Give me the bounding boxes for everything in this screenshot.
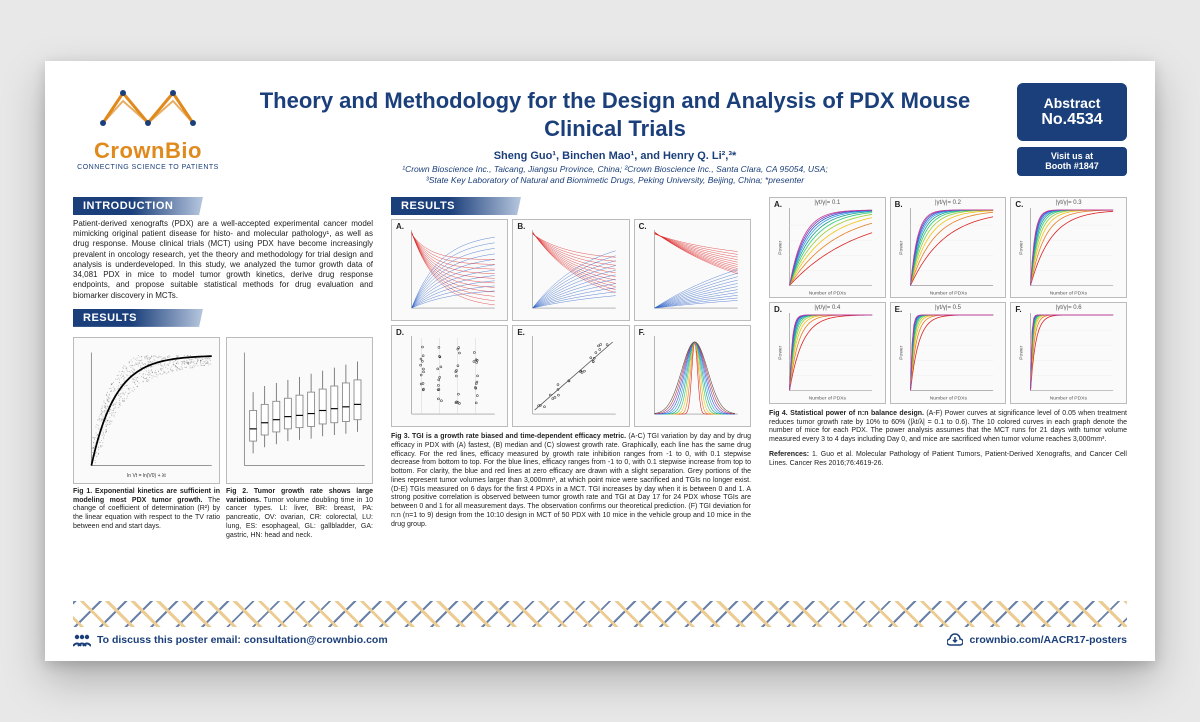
panel-label: B. [517, 222, 525, 231]
title-block: Theory and Methodology for the Design an… [241, 83, 989, 185]
references-label: References: [769, 451, 809, 458]
abstract-label: Abstract [1044, 95, 1101, 111]
fig3-caption-rest: (A-C) TGI variation by day and by drug e… [391, 433, 751, 528]
logo-tagline: CONNECTING SCIENCE TO PATIENTS [73, 164, 223, 171]
fig3-panel-e: E. [512, 325, 629, 427]
fig1-caption: Fig 1. Exponential kinetics are sufficie… [73, 488, 220, 541]
column-middle: RESULTS A. B. C. D. E. F. Fig 3. TGI is … [391, 197, 751, 593]
fig3-bottom-panels: D. E. F. [391, 325, 751, 427]
poster-body: INTRODUCTION Patient-derived xenografts … [73, 197, 1127, 593]
panel-label: D. [396, 328, 404, 337]
fig1-caption-bold: Fig 1. Exponential kinetics are sufficie… [73, 488, 220, 504]
fig4-caption: Fig 4. Statistical power of n:n balance … [769, 410, 1127, 445]
booth-badge: Visit us at Booth #1847 [1017, 147, 1127, 176]
svg-text:Power: Power [898, 346, 904, 360]
fig1-axis-formula: ln Vt = ln(V0) + λt [74, 473, 219, 479]
svg-text:Power: Power [1019, 240, 1025, 254]
footer-left: To discuss this poster email: consultati… [73, 633, 388, 647]
fig3-panel-f: F. [634, 325, 751, 427]
column-left: INTRODUCTION Patient-derived xenografts … [73, 197, 373, 593]
panel-label: E. [517, 328, 525, 337]
fig4-caption-bold: Fig 4. Statistical power of n:n balance … [769, 410, 924, 417]
fig2-caption: Fig 2. Tumor growth rate shows large var… [226, 488, 373, 541]
fig4-panel-d: D.|γt/γ|= 0.4Number of PDXsPower [769, 302, 886, 403]
svg-text:Number of PDXs: Number of PDXs [929, 290, 967, 296]
fig3-panel-c: C. [634, 219, 751, 321]
fig4-panel-c: C.|γt/γ|= 0.3Number of PDXsPower [1010, 197, 1127, 298]
fig4-bottom-panels: D.|γt/γ|= 0.4Number of PDXsPower E.|γt/γ… [769, 302, 1127, 403]
fig3-top-panels: A. B. C. [391, 219, 751, 321]
panel-label: D. [774, 305, 782, 314]
intro-text: Patient-derived xenografts (PDX) are a w… [73, 219, 373, 301]
panel-label: A. [396, 222, 404, 231]
panel-label: C. [639, 222, 647, 231]
section-header-results-2: RESULTS [391, 197, 521, 215]
abstract-number: No.4534 [1041, 111, 1102, 129]
svg-text:Number of PDXs: Number of PDXs [809, 396, 847, 402]
footer-url: crownbio.com/AACR17-posters [969, 634, 1127, 646]
logo-name: CrownBio [73, 138, 223, 164]
fig4-top-panels: A.|γt/γ|= 0.1Number of PDXsPower B.|γt/γ… [769, 197, 1127, 298]
fig3-panel-d: D. [391, 325, 508, 427]
references: References: 1. Guo et al. Molecular Path… [769, 451, 1127, 469]
decorative-border [73, 601, 1127, 627]
fig4-panel-e: E.|γt/γ|= 0.5Number of PDXsPower [890, 302, 1007, 403]
authors: Sheng Guo¹, Binchen Mao¹, and Henry Q. L… [241, 150, 989, 162]
fig4-panel-b: B.|γt/γ|= 0.2Number of PDXsPower [890, 197, 1007, 298]
footer-email: To discuss this poster email: consultati… [97, 634, 388, 646]
panel-label: F. [1015, 305, 1021, 314]
affiliations: ¹Crown Bioscience Inc., Taicang, Jiangsu… [241, 164, 989, 185]
svg-text:Number of PDXs: Number of PDXs [929, 396, 967, 402]
svg-text:Number of PDXs: Number of PDXs [1050, 290, 1088, 296]
fig1-fig2-row: ln Vt = ln(V0) + λt [73, 337, 373, 484]
fig3-panel-a: A. [391, 219, 508, 321]
poster-footer: To discuss this poster email: consultati… [73, 633, 1127, 647]
fig2-panel [226, 337, 373, 484]
crownbio-logo-icon [98, 83, 198, 129]
references-text: 1. Guo et al. Molecular Pathology of Pat… [769, 451, 1127, 467]
svg-text:Power: Power [898, 240, 904, 254]
people-icon [73, 633, 91, 647]
abstract-badge: Abstract No.4534 [1017, 83, 1127, 141]
fig3-caption-bold: Fig 3. TGI is a growth rate biased and t… [391, 433, 626, 440]
panel-label: C. [1015, 200, 1023, 209]
fig3-caption: Fig 3. TGI is a growth rate biased and t… [391, 433, 751, 529]
download-icon [947, 633, 963, 647]
panel-label: E. [895, 305, 903, 314]
svg-text:Number of PDXs: Number of PDXs [1050, 396, 1088, 402]
logo-block: CrownBio CONNECTING SCIENCE TO PATIENTS [73, 83, 223, 171]
panel-label: A. [774, 200, 782, 209]
badge-block: Abstract No.4534 Visit us at Booth #1847 [1007, 83, 1127, 176]
svg-text:Number of PDXs: Number of PDXs [809, 290, 847, 296]
panel-label: F. [639, 328, 645, 337]
fig1-panel: ln Vt = ln(V0) + λt [73, 337, 220, 484]
fig3-panel-b: B. [512, 219, 629, 321]
footer-right: crownbio.com/AACR17-posters [947, 633, 1127, 647]
poster-title: Theory and Methodology for the Design an… [241, 87, 989, 142]
booth-line1: Visit us at [1017, 151, 1127, 161]
svg-text:Power: Power [1019, 346, 1025, 360]
section-header-intro: INTRODUCTION [73, 197, 203, 215]
fig4-panel-a: A.|γt/γ|= 0.1Number of PDXsPower [769, 197, 886, 298]
booth-line2: Booth #1847 [1017, 161, 1127, 171]
column-right: A.|γt/γ|= 0.1Number of PDXsPower B.|γt/γ… [769, 197, 1127, 593]
fig4-panel-f: F.|γt/γ|= 0.6Number of PDXsPower [1010, 302, 1127, 403]
section-header-results-1: RESULTS [73, 309, 203, 327]
svg-text:Power: Power [778, 240, 784, 254]
panel-label: B. [895, 200, 903, 209]
svg-text:Power: Power [778, 346, 784, 360]
poster: CrownBio CONNECTING SCIENCE TO PATIENTS … [45, 61, 1155, 661]
poster-header: CrownBio CONNECTING SCIENCE TO PATIENTS … [73, 83, 1127, 191]
